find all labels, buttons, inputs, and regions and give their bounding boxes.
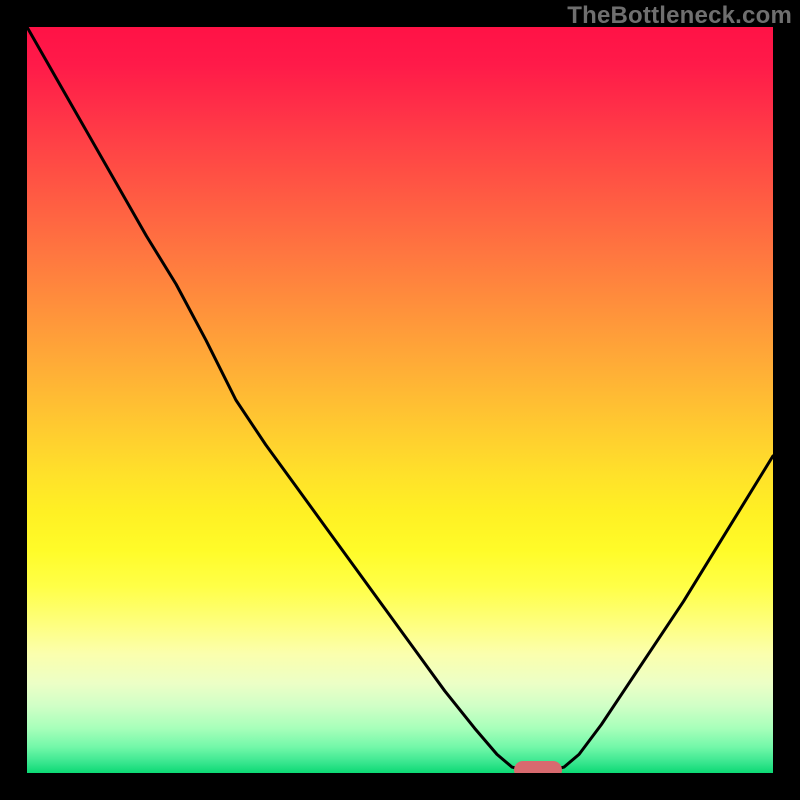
plot-area <box>27 27 773 773</box>
plot-svg <box>27 27 773 773</box>
bottleneck-marker <box>514 761 562 773</box>
frame: TheBottleneck.com <box>0 0 800 800</box>
watermark-text: TheBottleneck.com <box>567 2 792 30</box>
gradient-background <box>27 27 773 773</box>
